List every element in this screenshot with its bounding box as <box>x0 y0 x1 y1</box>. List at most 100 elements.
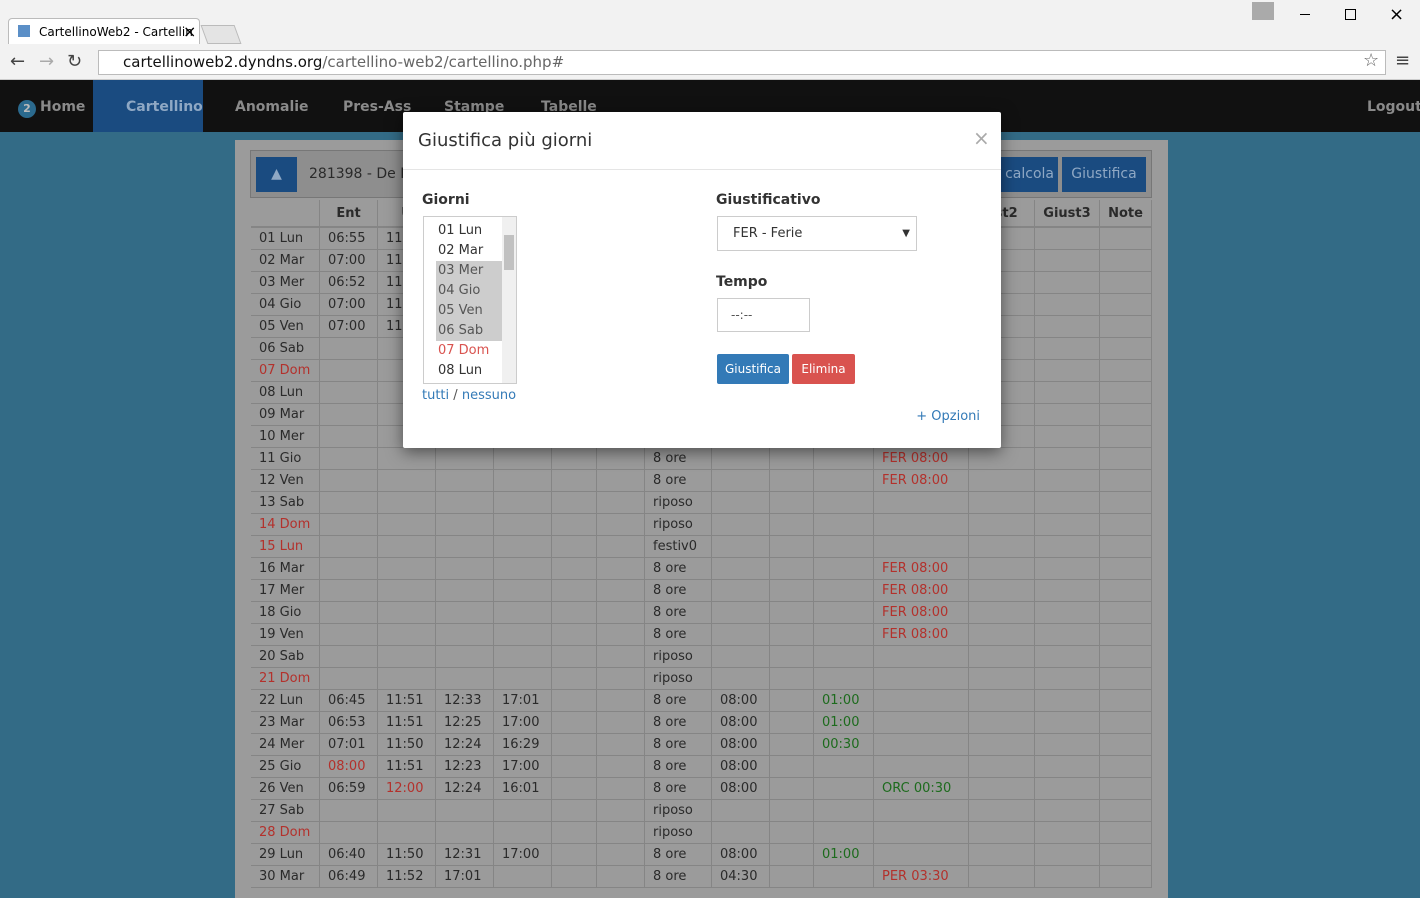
day-option[interactable]: 02 Mar <box>438 243 484 258</box>
modal-close[interactable]: × <box>973 126 990 150</box>
justify-submit[interactable]: Giustifica <box>717 354 789 384</box>
table-cell <box>1035 338 1100 360</box>
table-cell <box>552 822 597 844</box>
table-cell <box>1100 844 1152 866</box>
tab-close-icon[interactable]: × <box>183 22 197 41</box>
table-cell <box>552 470 597 492</box>
table-cell <box>552 800 597 822</box>
new-tab[interactable] <box>200 25 242 44</box>
nav-item-active[interactable]: Cartellino <box>93 80 203 132</box>
collapse-button[interactable]: ▲ <box>256 157 297 192</box>
select-all-link[interactable]: tutti <box>422 388 450 403</box>
select-none-link[interactable]: nessuno <box>461 388 517 403</box>
table-cell: 17:00 <box>494 712 552 734</box>
table-cell <box>814 756 874 778</box>
table-cell <box>712 646 770 668</box>
table-cell: 00:30 <box>814 734 874 756</box>
table-cell: 11:50 <box>378 734 436 756</box>
nav-item[interactable]: Stampe <box>444 99 505 115</box>
table-cell <box>1100 382 1152 404</box>
table-cell <box>1100 360 1152 382</box>
table-cell <box>494 866 552 888</box>
table-cell <box>1035 602 1100 624</box>
table-cell: 06:45 <box>320 690 378 712</box>
table-cell <box>597 514 645 536</box>
day-cell: 30 Mar <box>251 866 320 888</box>
maximize-icon[interactable] <box>1345 9 1356 20</box>
day-option[interactable]: 08 Lun <box>438 363 483 378</box>
day-option[interactable]: 06 Sab <box>436 321 502 341</box>
table-cell: FER 08:00 <box>874 448 969 470</box>
nav-item[interactable]: Anomalie <box>235 99 309 115</box>
table-cell <box>969 228 1035 250</box>
back-icon[interactable]: ← <box>10 51 26 72</box>
window-close-icon[interactable]: × <box>1389 4 1405 25</box>
address-bar[interactable]: cartellinoweb2.dyndns.org/cartellino-web… <box>98 50 1386 75</box>
table-cell: 01:00 <box>814 690 874 712</box>
reason-select[interactable]: FER - Ferie ▼ <box>717 216 917 251</box>
separator: / <box>453 388 458 403</box>
user-icon[interactable] <box>1252 2 1274 20</box>
day-cell: 22 Lun <box>251 690 320 712</box>
reload-icon[interactable]: ↻ <box>67 51 83 72</box>
nav-item[interactable]: Tabelle <box>541 99 597 115</box>
day-option[interactable]: 01 Lun <box>438 223 483 238</box>
table-cell <box>378 800 436 822</box>
table-cell: 16:01 <box>494 778 552 800</box>
day-cell: 15 Lun <box>251 536 320 558</box>
day-cell: 12 Ven <box>251 470 320 492</box>
day-cell: 05 Ven <box>251 316 320 338</box>
url-host: cartellinoweb2.dyndns.org <box>123 53 323 71</box>
table-cell <box>1035 646 1100 668</box>
table-cell: 01:00 <box>814 844 874 866</box>
table-cell <box>874 734 969 756</box>
delete-button[interactable]: Elimina <box>792 354 855 384</box>
day-option[interactable]: 03 Mer <box>436 261 502 281</box>
table-cell <box>1035 734 1100 756</box>
browser-tab[interactable]: CartellinoWeb2 - Cartellin <box>8 18 200 44</box>
day-cell: 11 Gio <box>251 448 320 470</box>
table-cell <box>969 822 1035 844</box>
day-option[interactable]: 04 Gio <box>436 281 502 301</box>
table-cell <box>1100 250 1152 272</box>
table-cell <box>814 646 874 668</box>
day-cell: 24 Mer <box>251 734 320 756</box>
logout[interactable]: Logout <box>1367 99 1420 115</box>
nav-item[interactable]: Pres-Ass <box>343 99 412 115</box>
table-cell <box>874 536 969 558</box>
table-cell <box>378 514 436 536</box>
table-cell <box>320 382 378 404</box>
nav-item[interactable]: Home <box>40 99 86 115</box>
table-cell <box>552 624 597 646</box>
table-cell: 11:51 <box>378 690 436 712</box>
table-cell <box>770 712 814 734</box>
table-cell <box>814 492 874 514</box>
table-cell <box>1100 228 1152 250</box>
recalc-button[interactable]: calcola <box>995 157 1058 192</box>
options-link[interactable]: + Opzioni <box>916 409 980 424</box>
table-cell <box>597 712 645 734</box>
time-input[interactable]: --:-- <box>717 298 810 332</box>
forward-icon[interactable]: → <box>39 51 55 72</box>
day-cell: 10 Mer <box>251 426 320 448</box>
days-listbox[interactable]: 01 Lun 02 Mar 03 Mer 04 Gio 05 Ven 06 Sab 07 D… <box>423 216 517 384</box>
minimize-icon[interactable] <box>1300 14 1310 15</box>
table-cell <box>494 558 552 580</box>
table-cell <box>494 492 552 514</box>
day-cell: 09 Mar <box>251 404 320 426</box>
table-cell <box>969 492 1035 514</box>
table-cell: 06:40 <box>320 844 378 866</box>
table-cell <box>770 558 814 580</box>
table-cell <box>597 624 645 646</box>
table-cell <box>494 514 552 536</box>
table-cell <box>1035 822 1100 844</box>
table-cell <box>770 448 814 470</box>
day-cell: 17 Mer <box>251 580 320 602</box>
table-cell <box>1100 338 1152 360</box>
day-option[interactable]: 07 Dom <box>438 343 490 358</box>
menu-icon[interactable]: ≡ <box>1395 50 1411 71</box>
table-cell <box>597 580 645 602</box>
day-option[interactable]: 05 Ven <box>436 301 502 321</box>
justify-button[interactable]: Giustifica <box>1062 157 1146 192</box>
bookmark-icon[interactable]: ☆ <box>1363 50 1380 71</box>
